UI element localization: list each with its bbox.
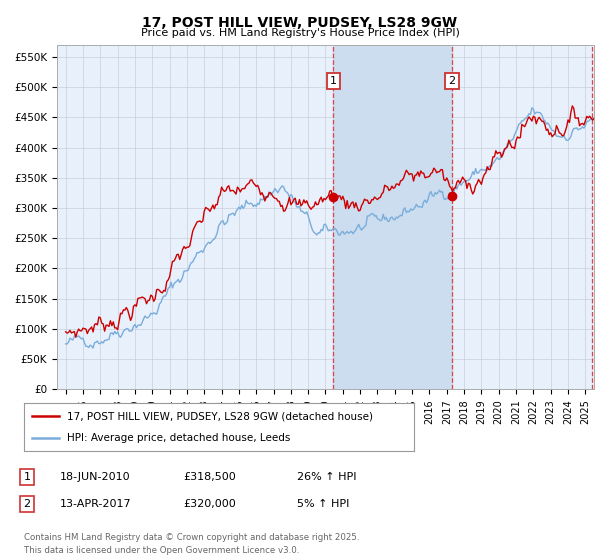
- Text: 17, POST HILL VIEW, PUDSEY, LS28 9GW: 17, POST HILL VIEW, PUDSEY, LS28 9GW: [142, 16, 458, 30]
- Text: £318,500: £318,500: [183, 472, 236, 482]
- Text: HPI: Average price, detached house, Leeds: HPI: Average price, detached house, Leed…: [67, 433, 290, 443]
- Bar: [334, 45, 452, 389]
- Text: 18-JUN-2010: 18-JUN-2010: [60, 472, 131, 482]
- Text: Contains HM Land Registry data © Crown copyright and database right 2025.
This d: Contains HM Land Registry data © Crown c…: [24, 533, 359, 556]
- Text: 13-APR-2017: 13-APR-2017: [60, 499, 131, 509]
- Text: £320,000: £320,000: [183, 499, 236, 509]
- Text: 5% ↑ HPI: 5% ↑ HPI: [297, 499, 349, 509]
- Text: Price paid vs. HM Land Registry's House Price Index (HPI): Price paid vs. HM Land Registry's House …: [140, 28, 460, 38]
- Text: 1: 1: [23, 472, 31, 482]
- Text: 26% ↑ HPI: 26% ↑ HPI: [297, 472, 356, 482]
- Text: 2: 2: [23, 499, 31, 509]
- Text: 1: 1: [330, 76, 337, 86]
- Text: 2: 2: [448, 76, 455, 86]
- Text: 17, POST HILL VIEW, PUDSEY, LS28 9GW (detached house): 17, POST HILL VIEW, PUDSEY, LS28 9GW (de…: [67, 411, 373, 421]
